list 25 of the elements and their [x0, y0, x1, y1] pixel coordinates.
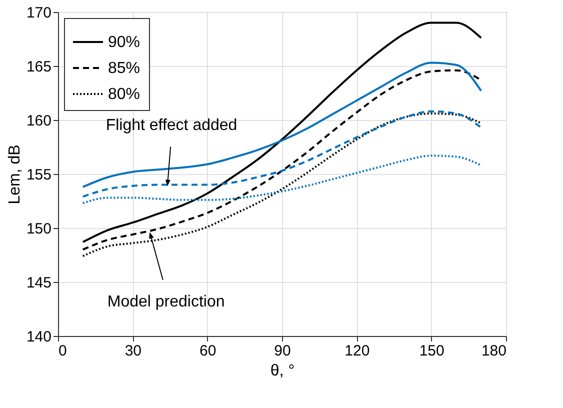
annotation: Flight effect added: [106, 116, 238, 134]
line-series: [82, 62, 482, 188]
x-tick-label: 90: [274, 342, 291, 360]
y-tick-label: 160: [26, 112, 52, 130]
y-tick-label: 140: [26, 328, 52, 346]
y-tick-label: 170: [26, 4, 52, 22]
x-tick-label: 30: [124, 342, 142, 360]
legend-label: 90%: [108, 34, 140, 51]
y-tick-label: 165: [26, 58, 52, 76]
x-axis-title: θ, °: [270, 362, 295, 380]
legend-label: 85%: [108, 60, 140, 77]
y-axis-title: Lem, dB: [6, 144, 24, 204]
line-series: [82, 154, 482, 204]
x-tick-label: 0: [58, 342, 67, 360]
line-series: [82, 110, 482, 198]
y-tick-label: 145: [26, 274, 52, 292]
x-tick-label: 180: [481, 342, 506, 360]
y-tick-label: 150: [26, 220, 52, 238]
x-tick-label: 60: [199, 342, 216, 360]
line-series: [82, 22, 482, 244]
y-tick-label: 155: [26, 166, 52, 184]
annotation: Model prediction: [107, 293, 225, 310]
x-tick-label: 120: [344, 342, 370, 360]
x-tick-label: 150: [419, 342, 444, 360]
legend-label: 80%: [108, 86, 140, 103]
